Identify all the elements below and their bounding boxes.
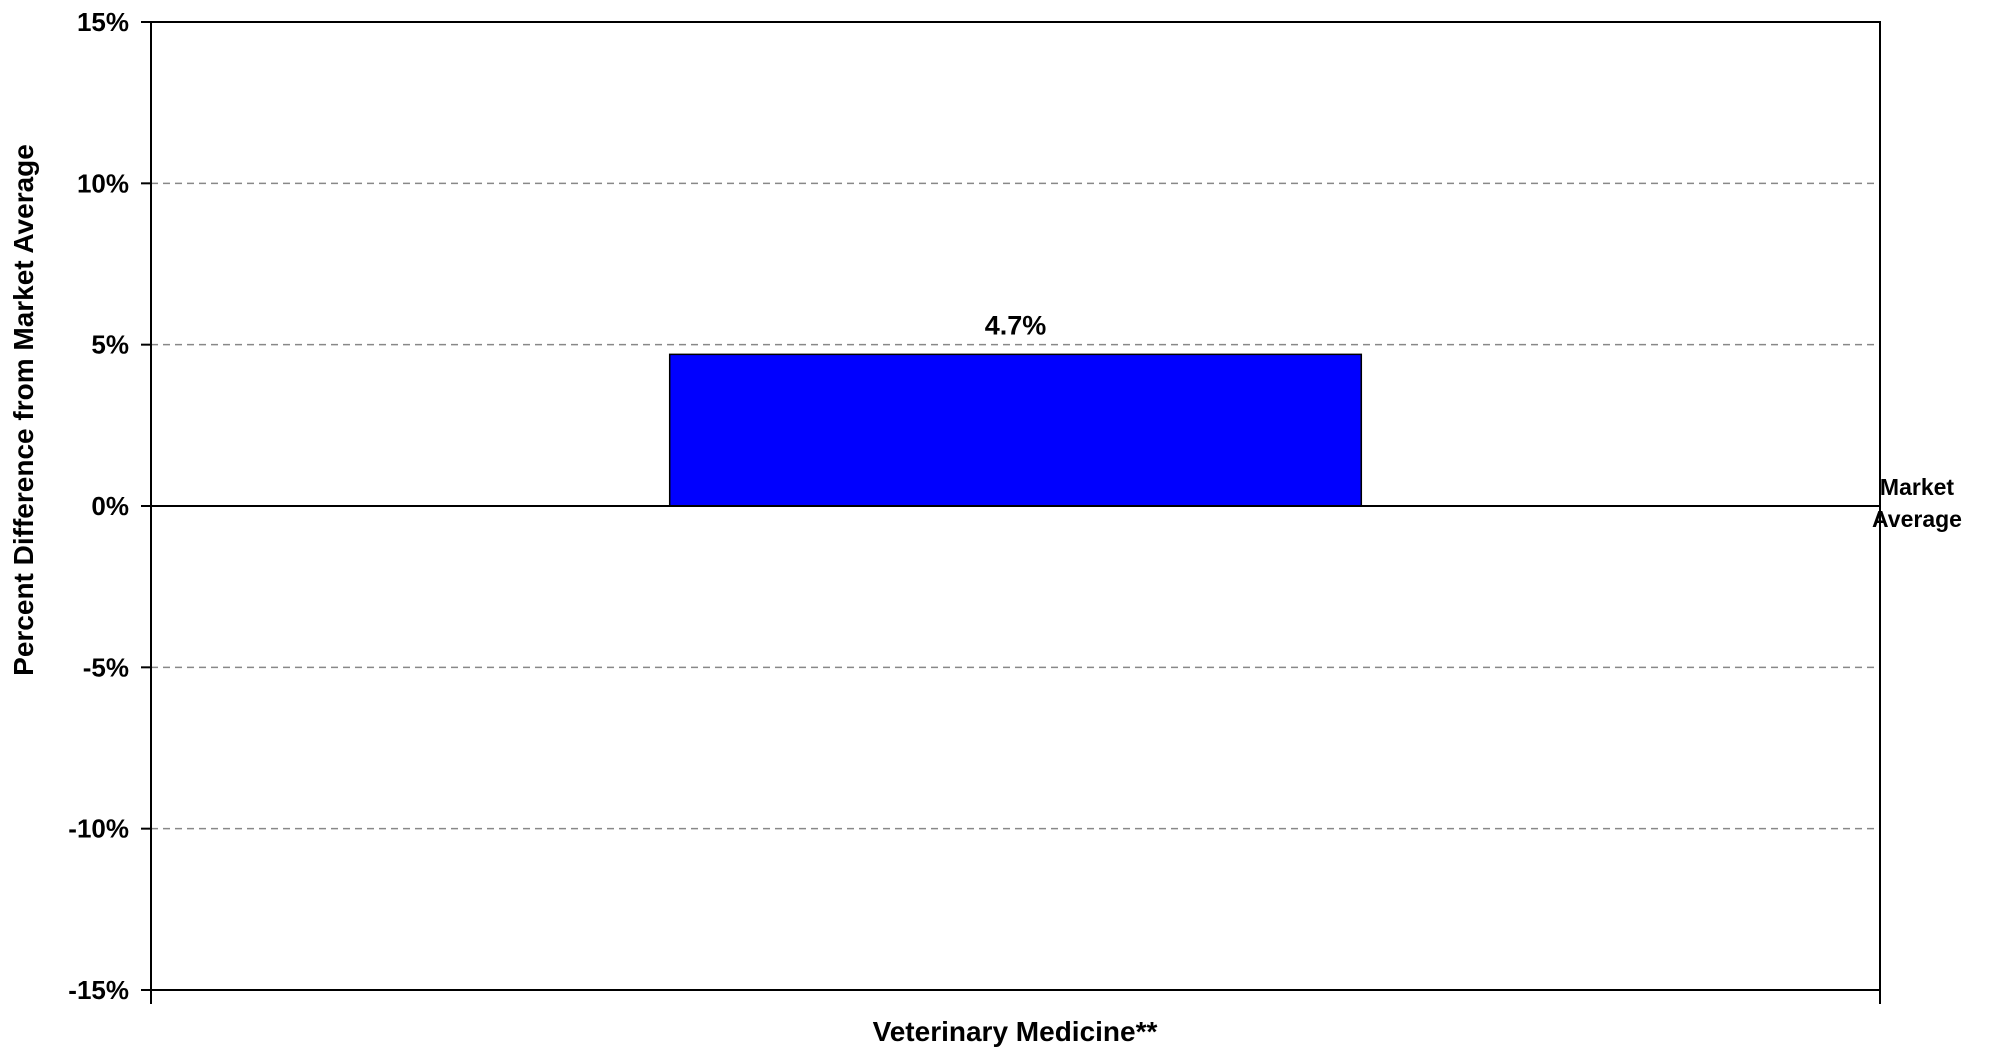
bar (668, 353, 1363, 507)
y-tick-label: -10% (68, 814, 129, 844)
bar-value-label: 4.7% (985, 310, 1047, 340)
y-axis-ticks: 15% 10% 5% 0% -5% -10% -15% (68, 7, 151, 1005)
x-axis-ticks (150, 990, 1881, 1004)
y-tick-label: 15% (77, 7, 129, 37)
y-tick-label: 5% (91, 330, 129, 360)
bars (668, 353, 1363, 507)
gridlines (151, 182, 1880, 830)
y-tick-label: -5% (83, 652, 129, 682)
y-tick-label: 0% (91, 491, 129, 521)
data-labels: 4.7% (985, 310, 1047, 340)
y-axis-title: Percent Difference from Market Average (8, 144, 39, 676)
y-tick-label: -15% (68, 975, 129, 1005)
y-tick-label: 10% (77, 168, 129, 198)
market-average-label-line1: Market (1880, 474, 1954, 500)
x-axis-category-label: Veterinary Medicine** (873, 1016, 1158, 1047)
market-average-label-line2: Average (1872, 506, 1962, 532)
